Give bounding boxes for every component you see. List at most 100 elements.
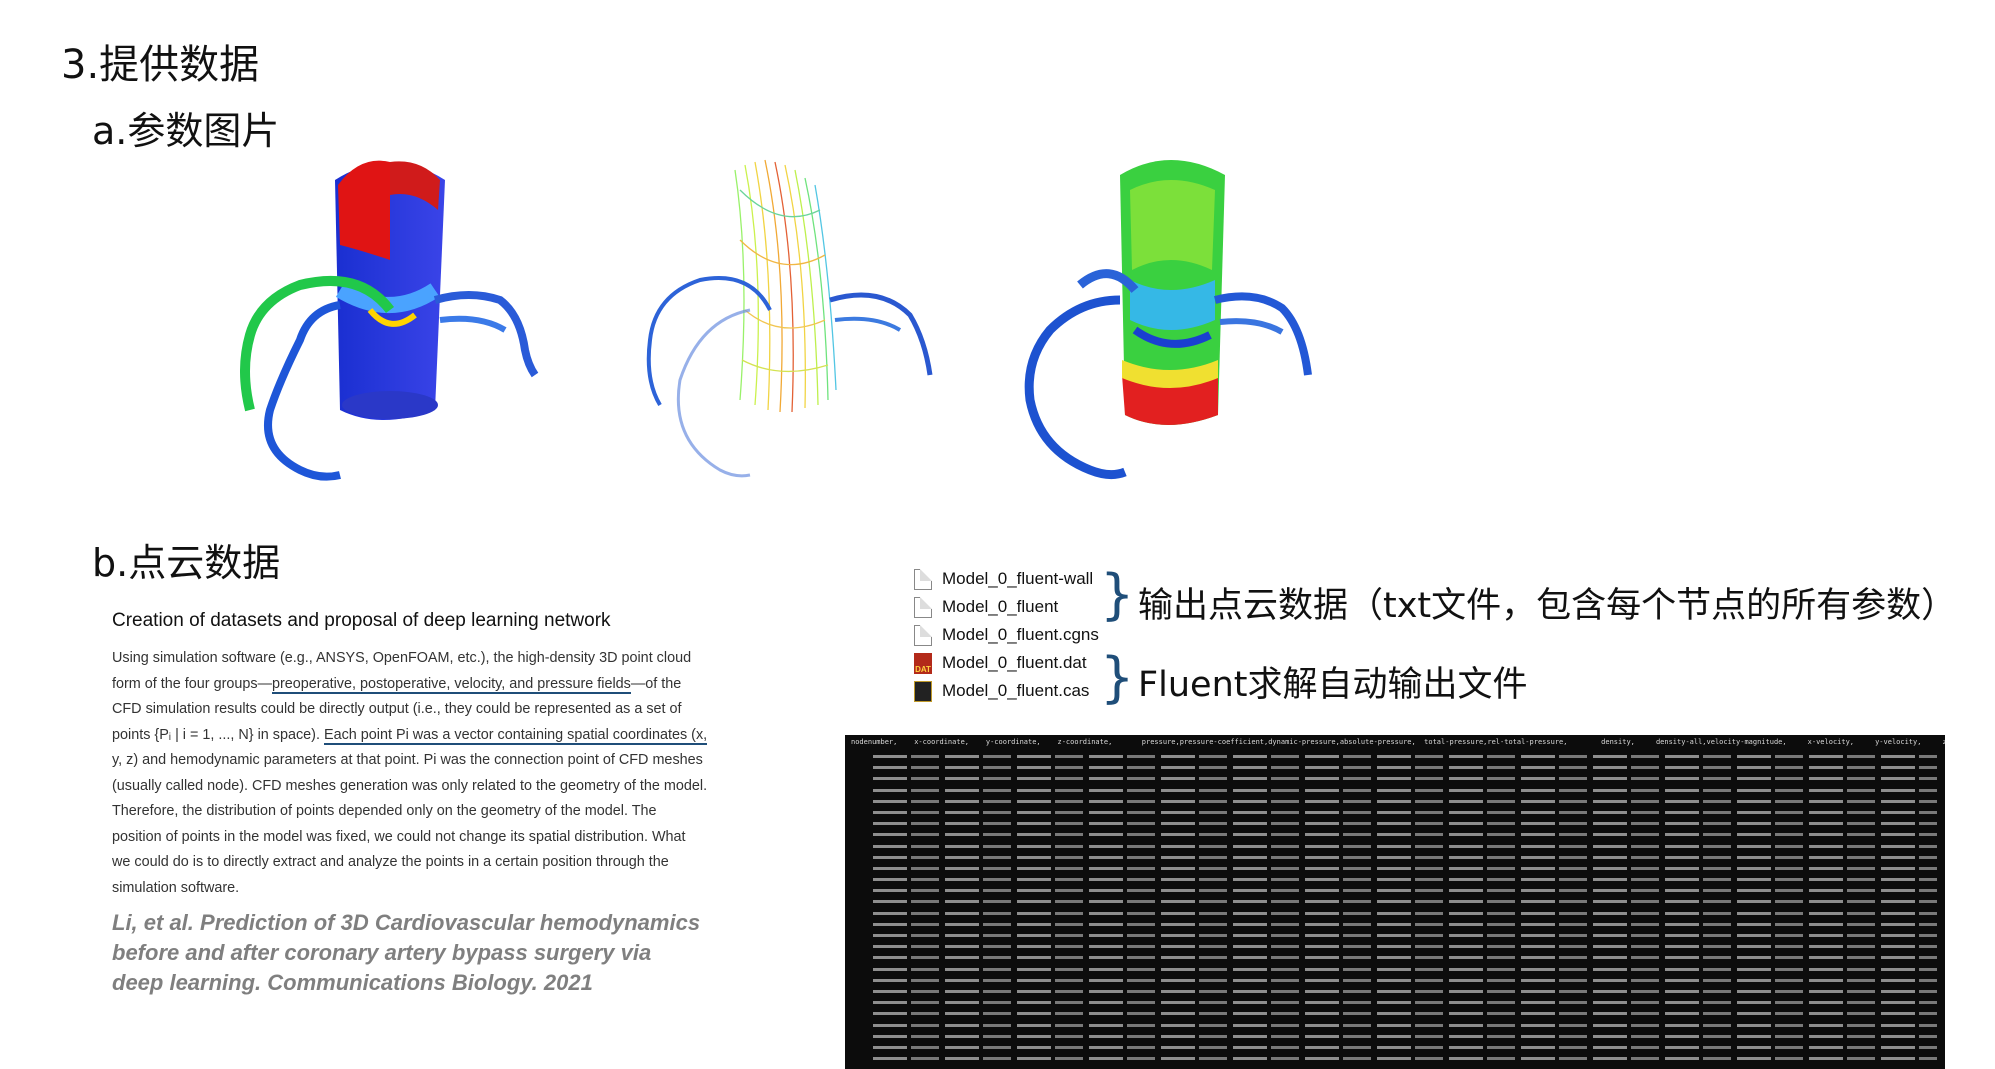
- data-row: [873, 807, 1937, 818]
- line-number: [851, 919, 871, 930]
- paper-line: y, z) and hemodynamic parameters at that…: [112, 752, 703, 768]
- citation-line: deep learning. Communications Biology. 2…: [112, 970, 593, 995]
- line-number: [851, 1042, 871, 1053]
- fluent-output-note: Fluent求解自动输出文件: [1138, 665, 1528, 705]
- paper-text: form of the four groups—: [112, 675, 272, 692]
- paper-excerpt: Creation of datasets and proposal of dee…: [112, 610, 712, 901]
- section-b-heading: b.点云数据: [92, 541, 281, 585]
- line-number: [851, 930, 871, 941]
- right-brace-icon: }: [1100, 646, 1135, 709]
- cas-file-icon: [914, 680, 932, 702]
- line-number: [851, 896, 871, 907]
- data-row: [873, 986, 1937, 997]
- data-row: [873, 841, 1937, 852]
- data-row: [873, 762, 1937, 773]
- file-name: Model_0_fluent-wall: [942, 569, 1094, 588]
- data-row: [873, 908, 1937, 919]
- data-row: [873, 975, 1937, 986]
- citation-line: Li, et al. Prediction of 3D Cardiovascul…: [112, 910, 701, 935]
- file-name: Model_0_fluent: [942, 597, 1059, 616]
- line-number: [851, 796, 871, 807]
- line-number: [851, 863, 871, 874]
- document-icon: [914, 568, 932, 590]
- paper-line: (usually called node). CFD meshes genera…: [112, 777, 708, 794]
- file-list: Model_0_fluent-wall Model_0_fluent Model…: [914, 565, 1099, 705]
- data-row: [873, 919, 1937, 930]
- line-number: [851, 829, 871, 840]
- file-item-fluent-cgns[interactable]: Model_0_fluent.cgns: [914, 621, 1099, 649]
- line-number: [851, 807, 871, 818]
- line-number: [851, 818, 871, 829]
- data-row: [873, 930, 1937, 941]
- document-icon: [914, 596, 932, 618]
- data-row: [873, 1053, 1937, 1064]
- data-row: [873, 896, 1937, 907]
- line-number: [851, 874, 871, 885]
- file-name: Model_0_fluent.cgns: [942, 625, 1099, 644]
- paper-line: we could do is to directly extract and a…: [112, 854, 669, 870]
- paper-line: Therefore, the distribution of points de…: [112, 803, 657, 819]
- line-number: [851, 941, 871, 952]
- line-number: [851, 785, 871, 796]
- line-number: [851, 986, 871, 997]
- line-number: [851, 1031, 871, 1042]
- underlined-text: preoperative, postoperative, velocity, a…: [271, 675, 631, 694]
- data-row: [873, 1042, 1937, 1053]
- data-row: [873, 796, 1937, 807]
- slide-title: 3.提供数据: [61, 42, 260, 88]
- line-number: [851, 885, 871, 896]
- file-name: Model_0_fluent.cas: [942, 681, 1090, 700]
- line-number: [851, 997, 871, 1008]
- citation-line: before and after coronary artery bypass …: [112, 940, 652, 965]
- paper-text: points {Pᵢ | i = 1, ..., N} in space).: [112, 726, 324, 743]
- section-a-heading: a.参数图片: [92, 109, 280, 153]
- data-row: [873, 997, 1937, 1008]
- line-number: [851, 751, 871, 762]
- data-row: [873, 785, 1937, 796]
- data-row: [873, 952, 1937, 963]
- line-number: [851, 1053, 871, 1064]
- right-brace-icon: }: [1100, 563, 1135, 626]
- streamline-model-image: [640, 150, 970, 490]
- paper-heading: Creation of datasets and proposal of dee…: [112, 610, 611, 631]
- velocity-model-image: [1020, 150, 1350, 490]
- line-number: [851, 773, 871, 784]
- file-item-fluent-dat[interactable]: DAT Model_0_fluent.dat: [914, 649, 1099, 677]
- paper-line: simulation software.: [112, 879, 240, 896]
- paper-line: CFD simulation results could be directly…: [112, 701, 682, 717]
- line-number: [851, 1008, 871, 1019]
- line-number: [851, 952, 871, 963]
- file-item-fluent[interactable]: Model_0_fluent: [914, 593, 1099, 621]
- dat-file-icon: DAT: [914, 652, 932, 674]
- document-icon: [914, 624, 932, 646]
- line-number: [851, 1020, 871, 1031]
- data-row: [873, 829, 1937, 840]
- data-row: [873, 885, 1937, 896]
- file-name: Model_0_fluent.dat: [942, 653, 1087, 672]
- data-rows: [873, 751, 1937, 1064]
- paper-body: Using simulation software (e.g., ANSYS, …: [112, 646, 712, 901]
- line-number: [851, 964, 871, 975]
- line-number-gutter: [851, 751, 871, 1064]
- data-row: [873, 852, 1937, 863]
- file-item-fluent-wall[interactable]: Model_0_fluent-wall: [914, 565, 1099, 593]
- underlined-text: Each point Pi was a vector containing sp…: [323, 726, 708, 745]
- paper-line: Using simulation software (e.g., ANSYS, …: [112, 650, 692, 666]
- paper-line: points {Pᵢ | i = 1, ..., N} in space). E…: [112, 723, 712, 749]
- pointcloud-output-note: 输出点云数据（txt文件，包含每个节点的所有参数）: [1138, 586, 1957, 626]
- data-row: [873, 1008, 1937, 1019]
- data-row: [873, 964, 1937, 975]
- pressure-model-image: [240, 150, 570, 490]
- line-number: [851, 975, 871, 986]
- paper-line: position of points in the model was fixe…: [112, 828, 686, 845]
- line-number: [851, 908, 871, 919]
- pointcloud-data-preview: nodenumber, x-coordinate, y-coordinate, …: [845, 735, 1945, 1069]
- line-number: [851, 841, 871, 852]
- data-row: [873, 863, 1937, 874]
- data-row: [873, 1020, 1937, 1031]
- data-row: [873, 941, 1937, 952]
- data-row: [873, 773, 1937, 784]
- file-item-fluent-cas[interactable]: Model_0_fluent.cas: [914, 677, 1099, 705]
- data-row: [873, 751, 1937, 762]
- data-row: [873, 874, 1937, 885]
